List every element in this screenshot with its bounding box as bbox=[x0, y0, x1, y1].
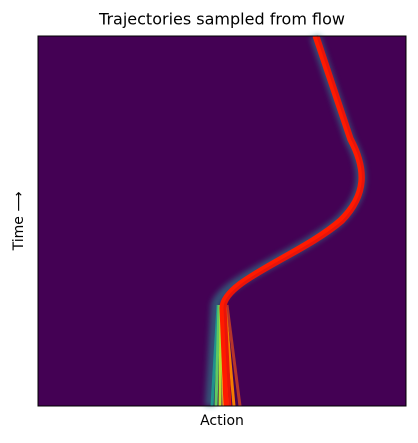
trajectory bbox=[225, 304, 242, 407]
x-axis-label: Action bbox=[200, 413, 244, 429]
trajectory bbox=[219, 35, 364, 407]
trajectory bbox=[223, 35, 365, 407]
trajectory bbox=[214, 304, 221, 407]
plot-frame bbox=[37, 35, 407, 407]
trajectories bbox=[205, 34, 366, 407]
chart-title: Trajectories sampled from flow bbox=[98, 10, 345, 29]
y-axis-label: Time ⟶ bbox=[11, 192, 27, 252]
